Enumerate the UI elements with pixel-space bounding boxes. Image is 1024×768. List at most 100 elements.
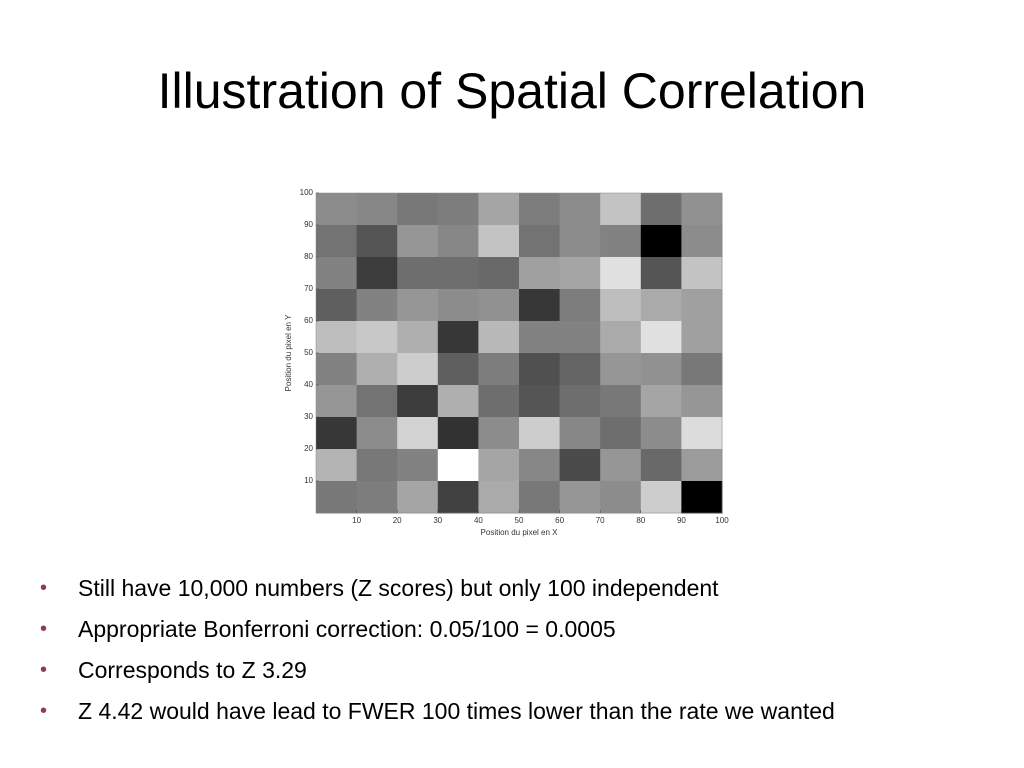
heatmap-cell: [437, 449, 479, 482]
heatmap-cell: [640, 321, 682, 354]
heatmap-cell: [397, 353, 439, 386]
heatmap-cell: [519, 385, 561, 418]
heatmap-cell: [519, 481, 561, 514]
y-tick-label: 20: [304, 444, 313, 453]
heatmap-cell: [681, 417, 723, 450]
heatmap-cell: [397, 481, 439, 514]
heatmap-cell: [519, 289, 561, 322]
y-tick-label: 80: [304, 252, 313, 261]
heatmap-cell: [600, 289, 642, 322]
heatmap-cell: [437, 353, 479, 386]
y-tick-label: 100: [300, 188, 314, 197]
bullet-item: Z 4.42 would have lead to FWER 100 times…: [40, 693, 835, 734]
heatmap-cell: [316, 385, 358, 418]
heatmap-cell: [356, 353, 398, 386]
heatmap-cell: [519, 417, 561, 450]
heatmap-cell: [681, 449, 723, 482]
heatmap-cell: [519, 321, 561, 354]
heatmap-cell: [559, 481, 601, 514]
heatmap-cell: [397, 289, 439, 322]
heatmap-cell: [356, 193, 398, 226]
y-tick-label: 10: [304, 476, 313, 485]
heatmap-cell: [519, 257, 561, 290]
heatmap-cell: [356, 385, 398, 418]
heatmap-cell: [437, 417, 479, 450]
heatmap-cell: [316, 321, 358, 354]
heatmap-cell: [437, 225, 479, 258]
heatmap-cell: [316, 225, 358, 258]
heatmap-cell: [681, 257, 723, 290]
heatmap-cell: [397, 417, 439, 450]
heatmap-cell: [316, 481, 358, 514]
x-tick-label: 40: [474, 516, 483, 525]
heatmap-cell: [478, 257, 520, 290]
heatmap-cell: [681, 385, 723, 418]
heatmap-cell: [640, 417, 682, 450]
heatmap-cell: [316, 449, 358, 482]
heatmap-cell: [437, 289, 479, 322]
heatmap-cell: [681, 289, 723, 322]
heatmap-cell: [559, 257, 601, 290]
heatmap-cell: [519, 225, 561, 258]
heatmap-cell: [437, 481, 479, 514]
slide-title: Illustration of Spatial Correlation: [157, 63, 867, 119]
heatmap-cell: [559, 321, 601, 354]
heatmap-cell: [600, 321, 642, 354]
heatmap-cell: [478, 481, 520, 514]
bullet-item: Appropriate Bonferroni correction: 0.05/…: [40, 611, 835, 652]
heatmap-cell: [397, 257, 439, 290]
y-tick-label: 50: [304, 348, 313, 357]
heatmap-cell: [478, 385, 520, 418]
y-tick-label: 30: [304, 412, 313, 421]
bullet-list: Still have 10,000 numbers (Z scores) but…: [40, 570, 835, 734]
heatmap-cell: [600, 417, 642, 450]
x-tick-label: 20: [393, 516, 402, 525]
heatmap-cell: [356, 257, 398, 290]
x-tick-label: 80: [636, 516, 645, 525]
heatmap-cell: [600, 193, 642, 226]
heatmap-cell: [478, 289, 520, 322]
heatmap-cell: [356, 449, 398, 482]
x-tick-label: 60: [555, 516, 564, 525]
heatmap-cell: [478, 225, 520, 258]
heatmap-cell: [397, 321, 439, 354]
heatmap-cell: [600, 481, 642, 514]
x-tick-label: 10: [352, 516, 361, 525]
heatmap-cell: [316, 257, 358, 290]
heatmap-cell: [397, 193, 439, 226]
heatmap-cell: [478, 321, 520, 354]
heatmap-cell: [640, 289, 682, 322]
heatmap-cell: [437, 257, 479, 290]
heatmap-cell: [640, 385, 682, 418]
heatmap-cell: [316, 193, 358, 226]
heatmap-cell: [640, 193, 682, 226]
heatmap-cell: [316, 353, 358, 386]
heatmap-cell: [356, 321, 398, 354]
heatmap-cell: [640, 481, 682, 514]
bullet-item: Corresponds to Z 3.29: [40, 652, 835, 693]
x-tick-label: 90: [677, 516, 686, 525]
heatmap-cell: [559, 449, 601, 482]
heatmap-cell: [437, 385, 479, 418]
heatmap-cell: [681, 193, 723, 226]
heatmap-cell: [397, 449, 439, 482]
heatmap-cell: [600, 225, 642, 258]
heatmap-cell: [559, 193, 601, 226]
heatmap-cell: [437, 321, 479, 354]
heatmap-cell: [600, 257, 642, 290]
heatmap-chart: 10 20 30 40 50 60 70 80 90 100 10 20 30 40 50 60 70 80 90 1…: [284, 188, 729, 537]
heatmap-cell: [681, 353, 723, 386]
x-tick-label: 100: [715, 516, 729, 525]
heatmap-cell: [640, 353, 682, 386]
heatmap-cell: [519, 193, 561, 226]
heatmap-cell: [437, 193, 479, 226]
heatmap-cell: [316, 417, 358, 450]
heatmap-cell: [600, 385, 642, 418]
x-tick-label: 70: [596, 516, 605, 525]
heatmap-cell: [640, 257, 682, 290]
heatmap-cell: [356, 289, 398, 322]
x-tick-label: 30: [433, 516, 442, 525]
heatmap-cell: [559, 417, 601, 450]
heatmap-cell: [519, 353, 561, 386]
